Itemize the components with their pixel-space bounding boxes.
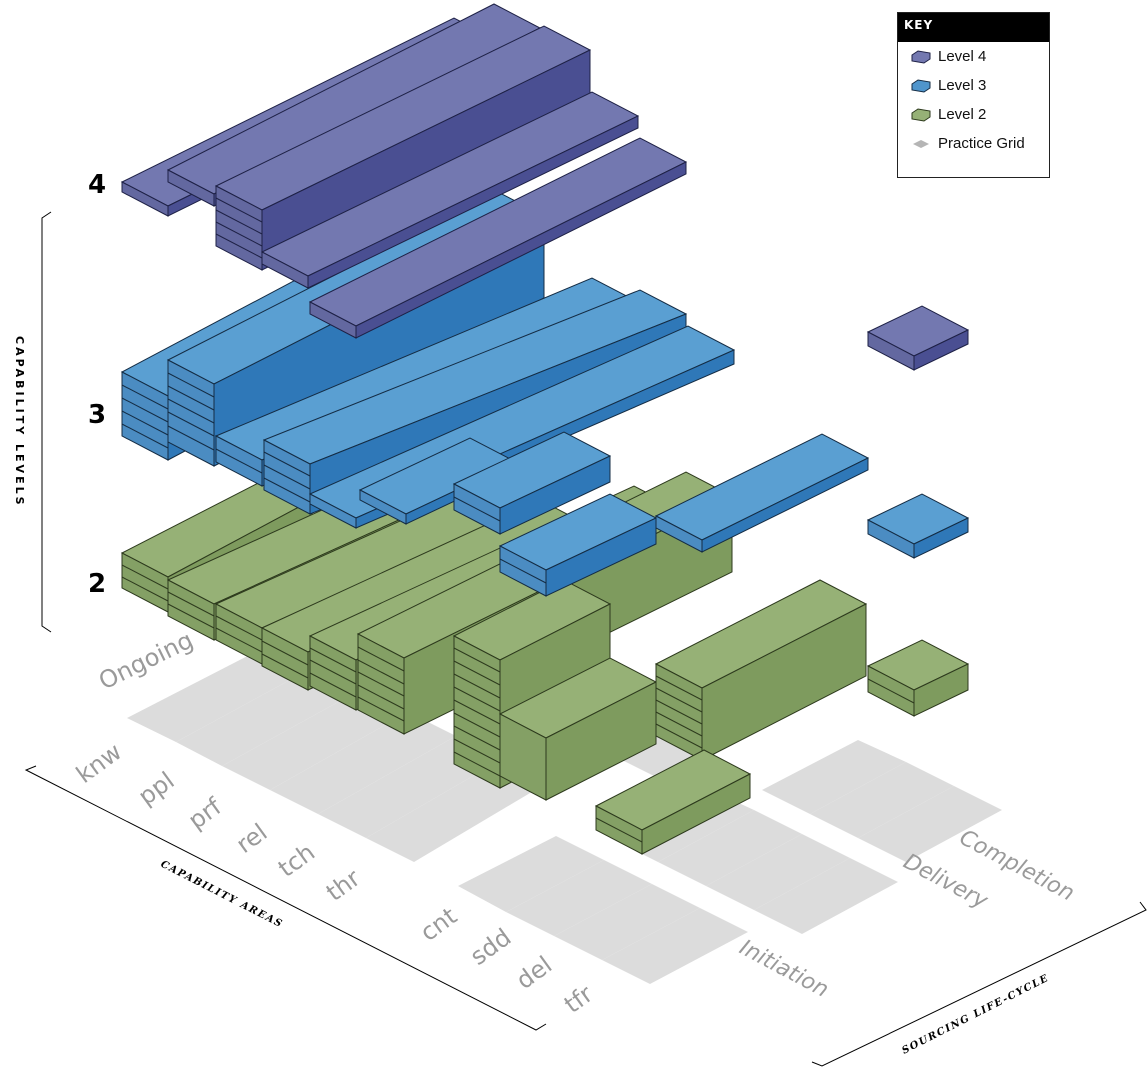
level-3-slab xyxy=(654,433,870,553)
level-2-slab xyxy=(498,657,658,801)
level-3-label: 3 xyxy=(88,400,106,430)
capability-levels-title: CAPABILITY LEVELS xyxy=(13,336,26,508)
grid-tile xyxy=(506,860,652,936)
level-2-label: 2 xyxy=(88,569,106,599)
grid-tile xyxy=(762,740,906,814)
area-label-cnt: cnt xyxy=(415,902,462,947)
level-3-swatch-icon xyxy=(911,78,931,93)
level-4-swatch-icon xyxy=(911,49,931,64)
practice-grid-swatch-icon xyxy=(913,139,929,148)
level-4-slab xyxy=(866,305,970,371)
grid-tile xyxy=(127,648,312,742)
grid-tile xyxy=(706,834,850,910)
legend-label: Level 3 xyxy=(938,77,987,94)
area-label-sdd: sdd xyxy=(465,923,516,971)
legend-label: Level 4 xyxy=(938,48,987,65)
sourcing-lifecycle-title: SOURCING LIFE-CYCLE xyxy=(900,973,1051,1057)
level-3-slab xyxy=(498,493,658,597)
level-2-slab xyxy=(594,749,752,855)
area-label-del: del xyxy=(511,951,557,995)
level-2-slab xyxy=(654,579,868,761)
level-3-practices xyxy=(120,191,970,597)
legend-label: Level 2 xyxy=(938,106,987,123)
legend-item-level-2: Level 2 xyxy=(898,100,1049,129)
phase-label-initiation: Initiation xyxy=(735,935,832,1003)
grid-tile xyxy=(858,786,1002,862)
level-2-slab xyxy=(866,639,970,717)
legend-title: KEY xyxy=(898,13,1049,42)
grid-tile xyxy=(658,810,802,886)
level-4-label: 4 xyxy=(88,170,106,200)
grid-tile xyxy=(602,908,748,984)
area-label-thr: thr xyxy=(321,864,365,907)
area-label-rel: rel xyxy=(231,818,272,859)
level-3-slab xyxy=(866,493,970,559)
grid-tile xyxy=(458,836,604,912)
legend-item-practice-grid: Practice Grid xyxy=(898,129,1049,158)
level-4-practices xyxy=(120,3,970,371)
legend-item-level-4: Level 4 xyxy=(898,42,1049,71)
level-2-swatch-icon xyxy=(911,107,931,122)
area-label-tfr: tfr xyxy=(559,980,598,1019)
area-label-ppl: ppl xyxy=(133,766,180,810)
legend: KEY Level 4 Level 3 Level 2 Practice Gri… xyxy=(897,12,1050,178)
legend-label: Practice Grid xyxy=(938,135,1025,152)
area-label-tch: tch xyxy=(273,838,320,883)
capability-levels-axis: CAPABILITY LEVELS 4 3 2 xyxy=(13,170,106,633)
legend-item-level-3: Level 3 xyxy=(898,71,1049,100)
grid-tile xyxy=(176,668,360,766)
grid-tile xyxy=(754,858,898,934)
phase-label-ongoing: Ongoing xyxy=(94,626,197,696)
area-label-knw: knw xyxy=(71,738,127,789)
grid-tile xyxy=(810,762,954,838)
area-label-prf: prf xyxy=(183,792,227,835)
grid-tile xyxy=(554,884,700,960)
level-3-slab xyxy=(452,431,612,535)
grid-tile xyxy=(270,712,456,814)
grid-tile xyxy=(222,690,408,790)
level-4-slab xyxy=(308,137,688,339)
level-4-slab xyxy=(260,91,640,289)
